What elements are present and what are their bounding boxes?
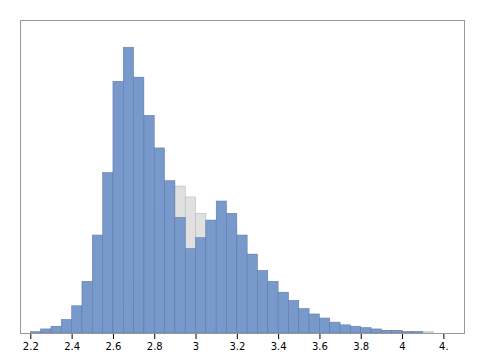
svg-text:2.4: 2.4 [64,341,80,352]
svg-text:3.4: 3.4 [271,341,287,352]
svg-text:2.2: 2.2 [23,341,39,352]
svg-text:3.2: 3.2 [229,341,245,352]
svg-text:3.8: 3.8 [353,341,369,352]
svg-text:4.: 4. [439,341,449,352]
svg-text:4: 4 [399,341,405,352]
svg-text:3.6: 3.6 [312,341,328,352]
svg-text:3: 3 [193,341,199,352]
svg-text:2.6: 2.6 [105,341,121,352]
svg-text:2.8: 2.8 [147,341,163,352]
